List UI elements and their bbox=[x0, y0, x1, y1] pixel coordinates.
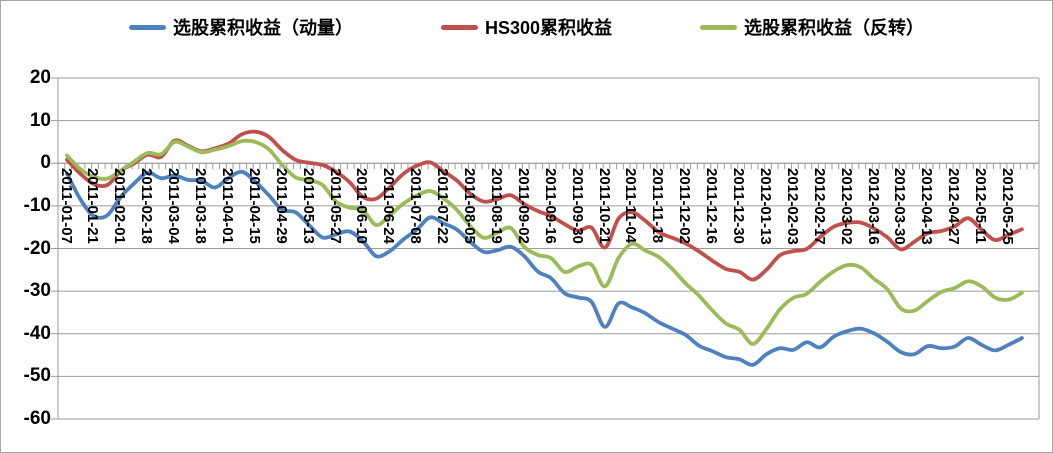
x-tick-label: 2011-10-21 bbox=[595, 168, 613, 245]
x-tick-label: 2011-09-16 bbox=[541, 168, 559, 245]
x-tick-label: 2011-11-18 bbox=[649, 168, 667, 244]
y-tick-label: -30 bbox=[23, 280, 51, 302]
x-tick-label: 2011-03-18 bbox=[192, 168, 209, 245]
x-tick-label: 2012-04-27 bbox=[945, 168, 963, 245]
series-line-reversal bbox=[65, 138, 1024, 346]
x-tick-label: 2011-12-02 bbox=[676, 168, 694, 245]
y-tick-label: -10 bbox=[23, 194, 51, 216]
x-tick-label: 2011-06-24 bbox=[380, 168, 398, 245]
x-tick-label: 2011-12-16 bbox=[703, 168, 721, 245]
y-tick-label: -60 bbox=[23, 408, 51, 429]
legend-swatch-reversal-icon bbox=[700, 24, 738, 30]
x-tick-label: 2012-03-16 bbox=[864, 168, 882, 245]
x-tick-label: 2011-02-01 bbox=[111, 168, 129, 245]
x-tick-label: 2011-04-01 bbox=[218, 168, 236, 245]
x-tick-label: 2011-02-18 bbox=[138, 168, 156, 245]
x-tick-label: 2011-11-04 bbox=[622, 168, 640, 244]
series-line-hs300 bbox=[65, 129, 1024, 282]
x-tick-label: 2011-01-21 bbox=[84, 168, 102, 245]
legend-label-reversal: 选股累积收益（反转） bbox=[744, 18, 925, 38]
x-tick-label: 2011-05-27 bbox=[326, 168, 344, 245]
y-tick-label: -20 bbox=[23, 237, 51, 259]
x-tick-label: 2011-05-13 bbox=[299, 168, 317, 245]
y-tick-label: -40 bbox=[23, 322, 51, 344]
x-tick-label: 2011-07-22 bbox=[434, 168, 452, 245]
legend-label-momentum: 选股累积收益（动量） bbox=[172, 18, 353, 38]
y-tick-label: 10 bbox=[29, 109, 51, 131]
x-tick-label: 2012-05-11 bbox=[972, 168, 990, 245]
x-tick-label: 2012-05-25 bbox=[999, 168, 1016, 245]
x-tick-label: 2011-09-02 bbox=[514, 168, 532, 245]
legend-label-hs300: HS300累积收益 bbox=[484, 18, 613, 38]
y-tick-label: 0 bbox=[40, 152, 51, 174]
x-tick-label: 2011-03-04 bbox=[165, 168, 183, 245]
x-tick-label: 2011-07-08 bbox=[407, 168, 425, 245]
x-tick-label: 2011-04-29 bbox=[272, 168, 290, 245]
x-tick-label: 2011-12-30 bbox=[730, 168, 747, 245]
legend-item-hs300: HS300累积收益 bbox=[440, 14, 613, 40]
legend-swatch-hs300-icon bbox=[440, 24, 478, 30]
x-tick-label: 2011-01-07 bbox=[57, 168, 75, 245]
x-tick-label: 2011-08-05 bbox=[461, 168, 478, 245]
x-tick-label: 2011-09-30 bbox=[568, 168, 586, 245]
x-tick-label: 2012-02-17 bbox=[810, 168, 828, 245]
chart-legend: 选股累积收益（动量） HS300累积收益 选股累积收益（反转） bbox=[1, 14, 1052, 40]
x-tick-label: 2012-01-13 bbox=[756, 168, 774, 245]
x-tick-label: 2012-03-02 bbox=[837, 168, 855, 245]
legend-swatch-momentum-icon bbox=[128, 24, 166, 30]
y-tick-label: -50 bbox=[23, 365, 51, 387]
x-tick-label: 2011-04-15 bbox=[245, 168, 263, 245]
x-tick-label: 2011-08-19 bbox=[487, 168, 505, 245]
series-line-momentum bbox=[65, 169, 1024, 367]
x-tick-label: 2011-06-10 bbox=[353, 168, 371, 245]
x-tick-label: 2012-03-30 bbox=[891, 168, 909, 245]
x-tick-label: 2012-02-03 bbox=[783, 168, 801, 245]
x-tick-label: 2012-04-13 bbox=[918, 168, 936, 245]
legend-item-reversal: 选股累积收益（反转） bbox=[700, 14, 924, 40]
y-tick-label: 20 bbox=[29, 67, 51, 88]
legend-item-momentum: 选股累积收益（动量） bbox=[128, 14, 353, 40]
